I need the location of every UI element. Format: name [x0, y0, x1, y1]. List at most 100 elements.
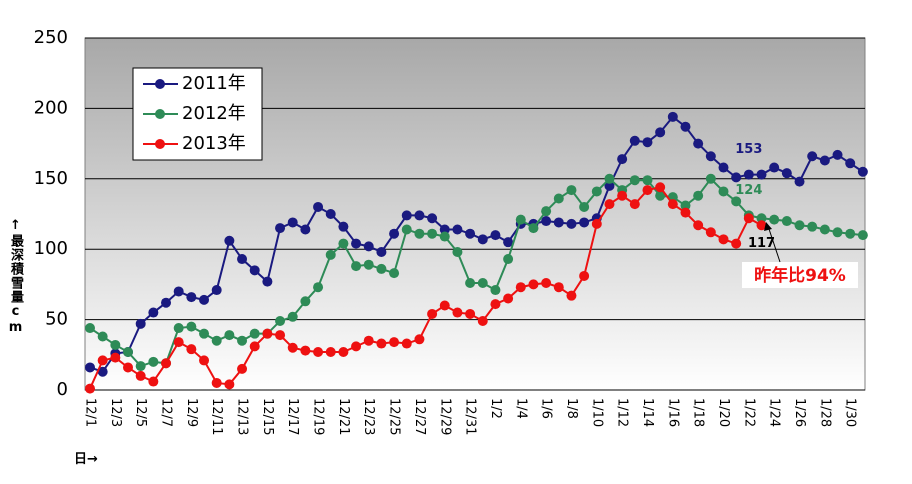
data-point	[313, 282, 324, 293]
data-point	[97, 366, 108, 377]
data-point	[718, 162, 729, 173]
data-point	[389, 337, 400, 348]
data-point	[427, 213, 438, 224]
data-point	[781, 168, 792, 179]
data-point	[693, 220, 704, 231]
x-tick-label: 12/11	[209, 398, 224, 435]
data-point	[541, 216, 552, 227]
data-point	[629, 135, 640, 146]
x-tick-label: 12/1	[83, 398, 98, 427]
data-point	[135, 361, 146, 372]
x-tick-label: 1/12	[615, 398, 630, 427]
data-point	[743, 169, 754, 180]
data-point	[490, 285, 501, 296]
y-tick-label: 200	[34, 97, 68, 118]
data-point	[389, 228, 400, 239]
data-point	[452, 224, 463, 235]
data-point	[376, 338, 387, 349]
data-point	[275, 330, 286, 341]
data-point	[401, 338, 412, 349]
data-point	[97, 355, 108, 366]
data-point	[667, 199, 678, 210]
data-point	[667, 111, 678, 122]
data-point	[566, 218, 577, 229]
data-point	[731, 172, 742, 183]
x-tick-label: 12/25	[387, 398, 402, 435]
data-point	[351, 341, 362, 352]
data-point	[642, 175, 653, 186]
legend-label: 2012年	[182, 103, 246, 124]
y-tick-label: 150	[34, 168, 68, 189]
data-point	[325, 249, 336, 260]
legend-label: 2013年	[182, 133, 246, 154]
data-point	[604, 199, 615, 210]
data-point	[807, 151, 818, 162]
data-point	[465, 308, 476, 319]
legend-label: 2011年	[182, 73, 246, 94]
x-tick-label: 12/27	[412, 398, 427, 435]
data-point	[604, 173, 615, 184]
data-point	[794, 220, 805, 231]
data-point	[186, 344, 197, 355]
data-point	[655, 182, 666, 193]
x-tick-label: 1/18	[691, 398, 706, 427]
data-point	[325, 209, 336, 219]
data-point	[389, 268, 400, 279]
data-point	[680, 207, 691, 218]
x-tick-label: 12/31	[463, 398, 478, 435]
data-point	[490, 230, 501, 241]
data-point	[832, 227, 843, 238]
data-point	[427, 228, 438, 239]
data-point	[642, 137, 653, 148]
data-point	[211, 285, 222, 296]
x-tick-label: 12/19	[311, 398, 326, 435]
x-tick-label: 12/29	[437, 398, 452, 435]
x-tick-label: 1/16	[665, 398, 680, 427]
data-point	[325, 346, 336, 357]
data-point	[629, 175, 640, 186]
data-point	[363, 335, 374, 346]
data-point	[579, 201, 590, 212]
data-point	[756, 213, 767, 224]
data-point	[199, 355, 210, 366]
x-axis-label: 日→	[74, 452, 98, 467]
data-point	[224, 330, 235, 341]
data-point	[553, 217, 564, 228]
data-point	[439, 224, 450, 235]
data-point	[287, 217, 298, 228]
data-point	[85, 383, 95, 394]
annotation-arrow	[767, 225, 781, 263]
data-point	[401, 224, 412, 235]
data-point	[756, 169, 767, 180]
data-point	[452, 307, 463, 318]
x-tick-label: 1/22	[741, 398, 756, 427]
data-point	[376, 247, 387, 258]
data-point	[617, 190, 628, 201]
data-point	[629, 199, 640, 210]
data-point	[249, 265, 260, 276]
data-point	[173, 337, 184, 348]
data-point	[515, 282, 526, 293]
data-point	[857, 230, 868, 241]
y-tick-label: 0	[57, 379, 68, 400]
data-point	[705, 227, 716, 238]
y-tick-label: 250	[34, 27, 68, 48]
data-point	[477, 316, 488, 327]
data-point	[515, 214, 526, 225]
x-tick-label: 12/23	[361, 398, 376, 435]
data-point	[591, 218, 602, 229]
x-tick-label: 1/26	[792, 398, 807, 427]
data-point	[541, 277, 552, 288]
data-point	[300, 296, 311, 307]
x-tick-label: 12/17	[285, 398, 300, 435]
data-point	[566, 185, 577, 196]
data-point	[262, 328, 273, 339]
x-tick-label: 12/3	[108, 398, 123, 427]
data-point	[465, 228, 476, 239]
data-point	[414, 228, 425, 239]
data-point	[249, 341, 260, 352]
data-point	[173, 323, 184, 334]
data-point	[655, 190, 666, 201]
data-point	[148, 356, 159, 367]
